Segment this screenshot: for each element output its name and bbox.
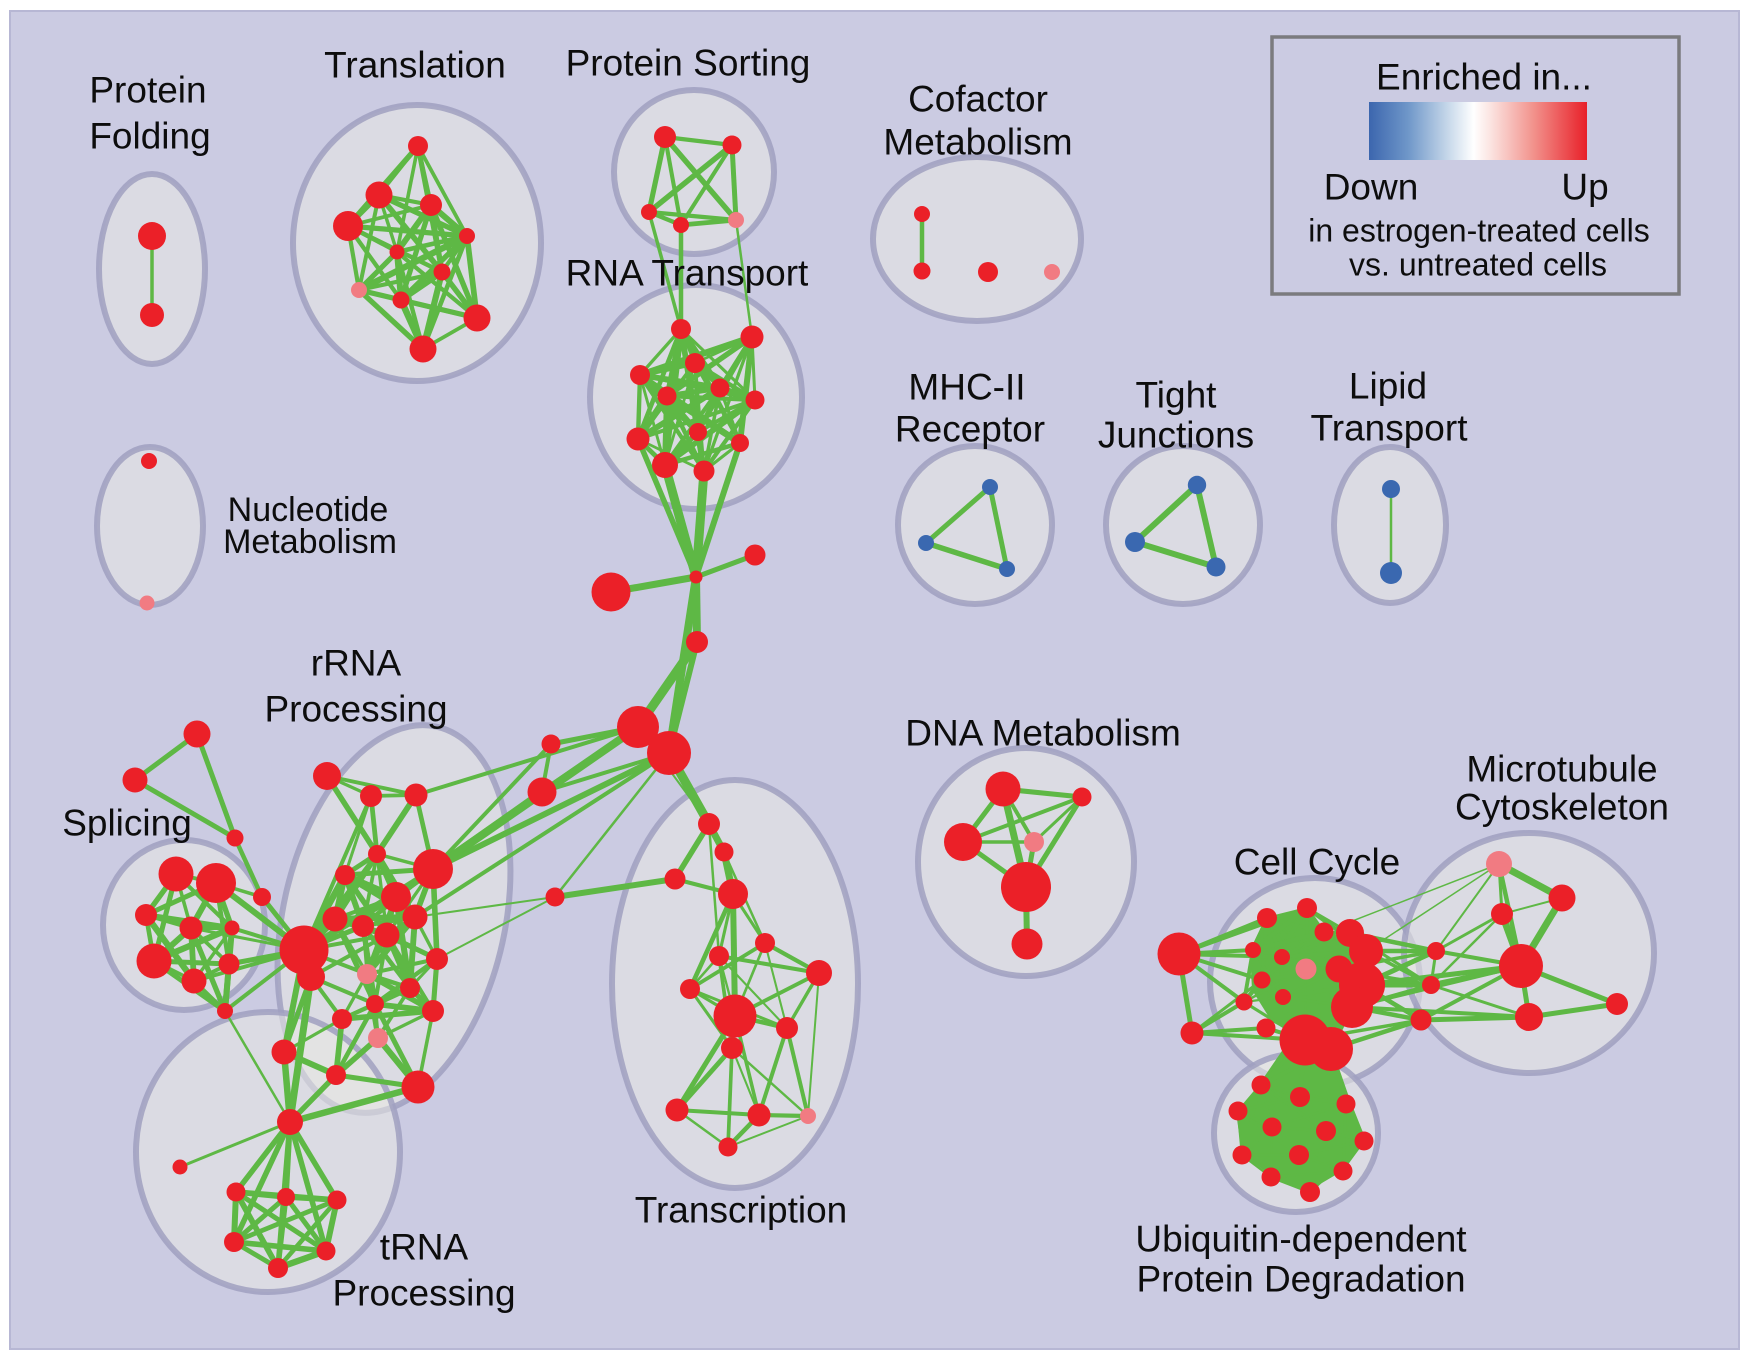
- svg-text:Receptor: Receptor: [895, 408, 1045, 449]
- svg-text:Cofactor: Cofactor: [908, 78, 1048, 119]
- svg-text:Protein: Protein: [89, 69, 206, 110]
- svg-text:Microtubule: Microtubule: [1466, 748, 1657, 789]
- svg-text:MHC-II: MHC-II: [908, 366, 1025, 407]
- svg-text:Down: Down: [1324, 166, 1419, 207]
- svg-text:Enriched in...: Enriched in...: [1376, 56, 1592, 97]
- svg-text:RNA Transport: RNA Transport: [566, 252, 809, 293]
- svg-text:Cytoskeleton: Cytoskeleton: [1455, 786, 1669, 827]
- svg-text:tRNA: tRNA: [380, 1226, 469, 1267]
- svg-text:Metabolism: Metabolism: [883, 121, 1072, 162]
- svg-text:Metabolism: Metabolism: [223, 523, 397, 561]
- svg-text:Protein Degradation: Protein Degradation: [1136, 1258, 1465, 1299]
- svg-text:Processing: Processing: [332, 1272, 515, 1313]
- svg-text:Folding: Folding: [89, 115, 210, 156]
- svg-text:Transcription: Transcription: [635, 1189, 847, 1230]
- svg-text:Nucleotide: Nucleotide: [228, 491, 389, 529]
- svg-text:in estrogen-treated cells: in estrogen-treated cells: [1308, 213, 1650, 249]
- svg-text:vs. untreated cells: vs. untreated cells: [1349, 247, 1607, 283]
- svg-text:Cell Cycle: Cell Cycle: [1234, 841, 1401, 882]
- svg-text:Junctions: Junctions: [1098, 414, 1254, 455]
- svg-text:rRNA: rRNA: [311, 642, 402, 683]
- svg-text:Tight: Tight: [1136, 374, 1218, 415]
- svg-text:DNA Metabolism: DNA Metabolism: [905, 712, 1181, 753]
- svg-text:Protein Sorting: Protein Sorting: [566, 42, 811, 83]
- svg-text:Transport: Transport: [1311, 407, 1469, 448]
- svg-text:Translation: Translation: [324, 44, 506, 85]
- svg-text:Lipid: Lipid: [1349, 365, 1427, 406]
- svg-text:Processing: Processing: [264, 688, 447, 729]
- svg-text:Ubiquitin-dependent: Ubiquitin-dependent: [1135, 1218, 1467, 1259]
- svg-text:Up: Up: [1561, 166, 1608, 207]
- svg-text:Splicing: Splicing: [62, 802, 192, 843]
